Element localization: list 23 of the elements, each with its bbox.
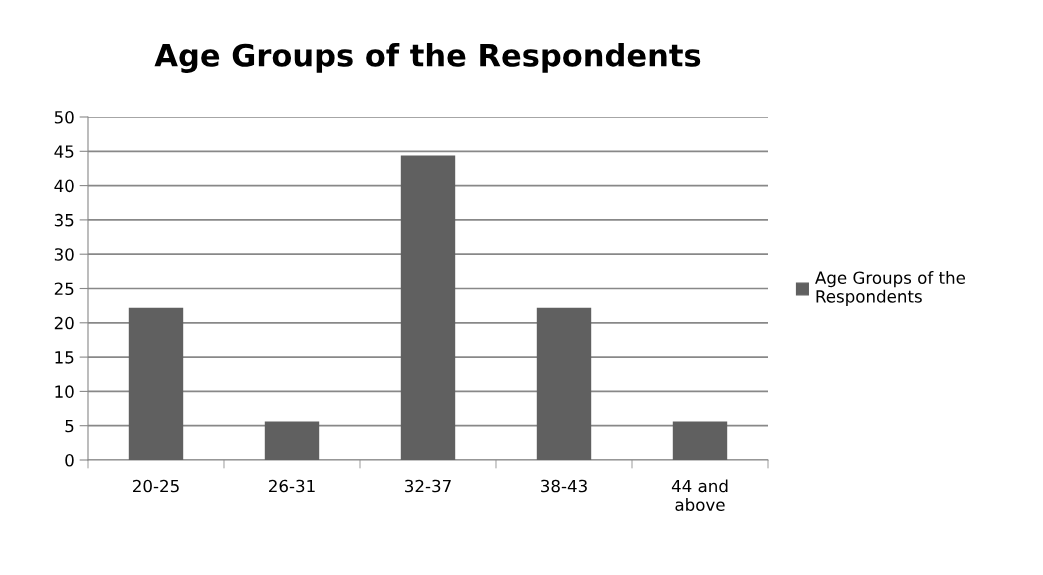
- x-tick-label: 44 and above: [671, 479, 728, 512]
- legend-label: Age Groups of the Respondents: [815, 271, 966, 306]
- y-tick-label: 25: [54, 282, 74, 296]
- y-tick-label: 40: [54, 179, 74, 193]
- y-tick-label: 20: [54, 316, 74, 330]
- y-tick-label: 45: [54, 145, 74, 158]
- x-tick-label: 20-25: [133, 479, 179, 493]
- x-tick-label: 26-31: [269, 479, 315, 493]
- bar: [264, 421, 320, 460]
- y-tick-label: 15: [55, 351, 74, 364]
- y-tick-label: 10: [55, 385, 74, 398]
- y-tick-label: 35: [54, 213, 74, 227]
- y-tick-label: 50: [54, 110, 74, 124]
- y-tick-label: 0: [65, 453, 74, 467]
- bar: [536, 307, 592, 460]
- bar: [672, 421, 728, 460]
- bar: [128, 307, 184, 460]
- bar: [400, 155, 456, 460]
- y-tick-label: 5: [65, 419, 74, 433]
- x-tick-label: 38-43: [541, 479, 587, 493]
- chart-title: Age Groups of the Respondents: [154, 43, 701, 73]
- x-tick-label: 32-37: [405, 479, 451, 493]
- y-tick-label: 30: [54, 248, 74, 261]
